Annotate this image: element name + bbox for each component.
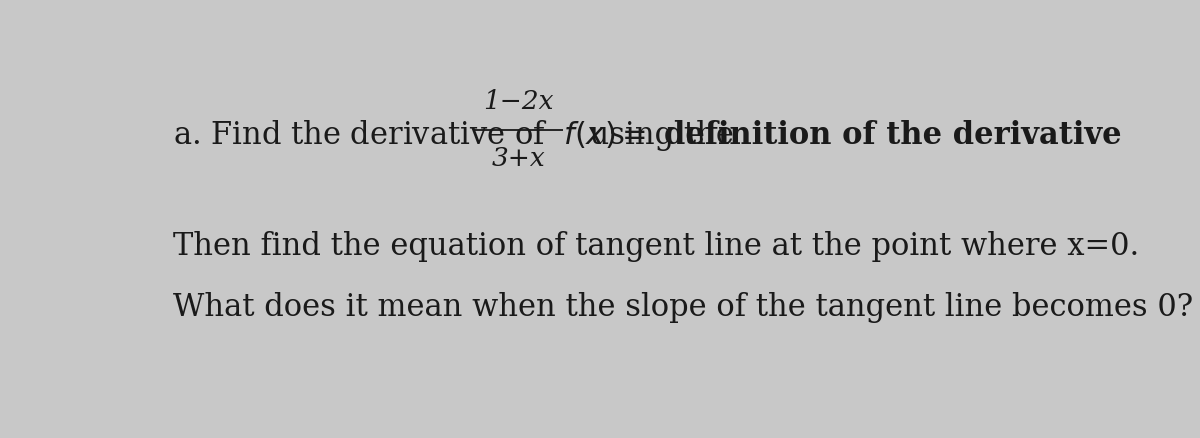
Text: a. Find the derivative of  $f(x)=$: a. Find the derivative of $f(x)=$ <box>173 119 647 151</box>
Text: Then find the equation of tangent line at the point where x=0.: Then find the equation of tangent line a… <box>173 231 1140 262</box>
Text: .: . <box>1026 120 1036 151</box>
Text: 3+x: 3+x <box>492 146 545 171</box>
Text: using the: using the <box>570 120 744 151</box>
Text: definition of the derivative: definition of the derivative <box>665 120 1122 151</box>
Text: 1−2x: 1−2x <box>484 89 553 114</box>
Text: What does it mean when the slope of the tangent line becomes 0?: What does it mean when the slope of the … <box>173 292 1193 323</box>
